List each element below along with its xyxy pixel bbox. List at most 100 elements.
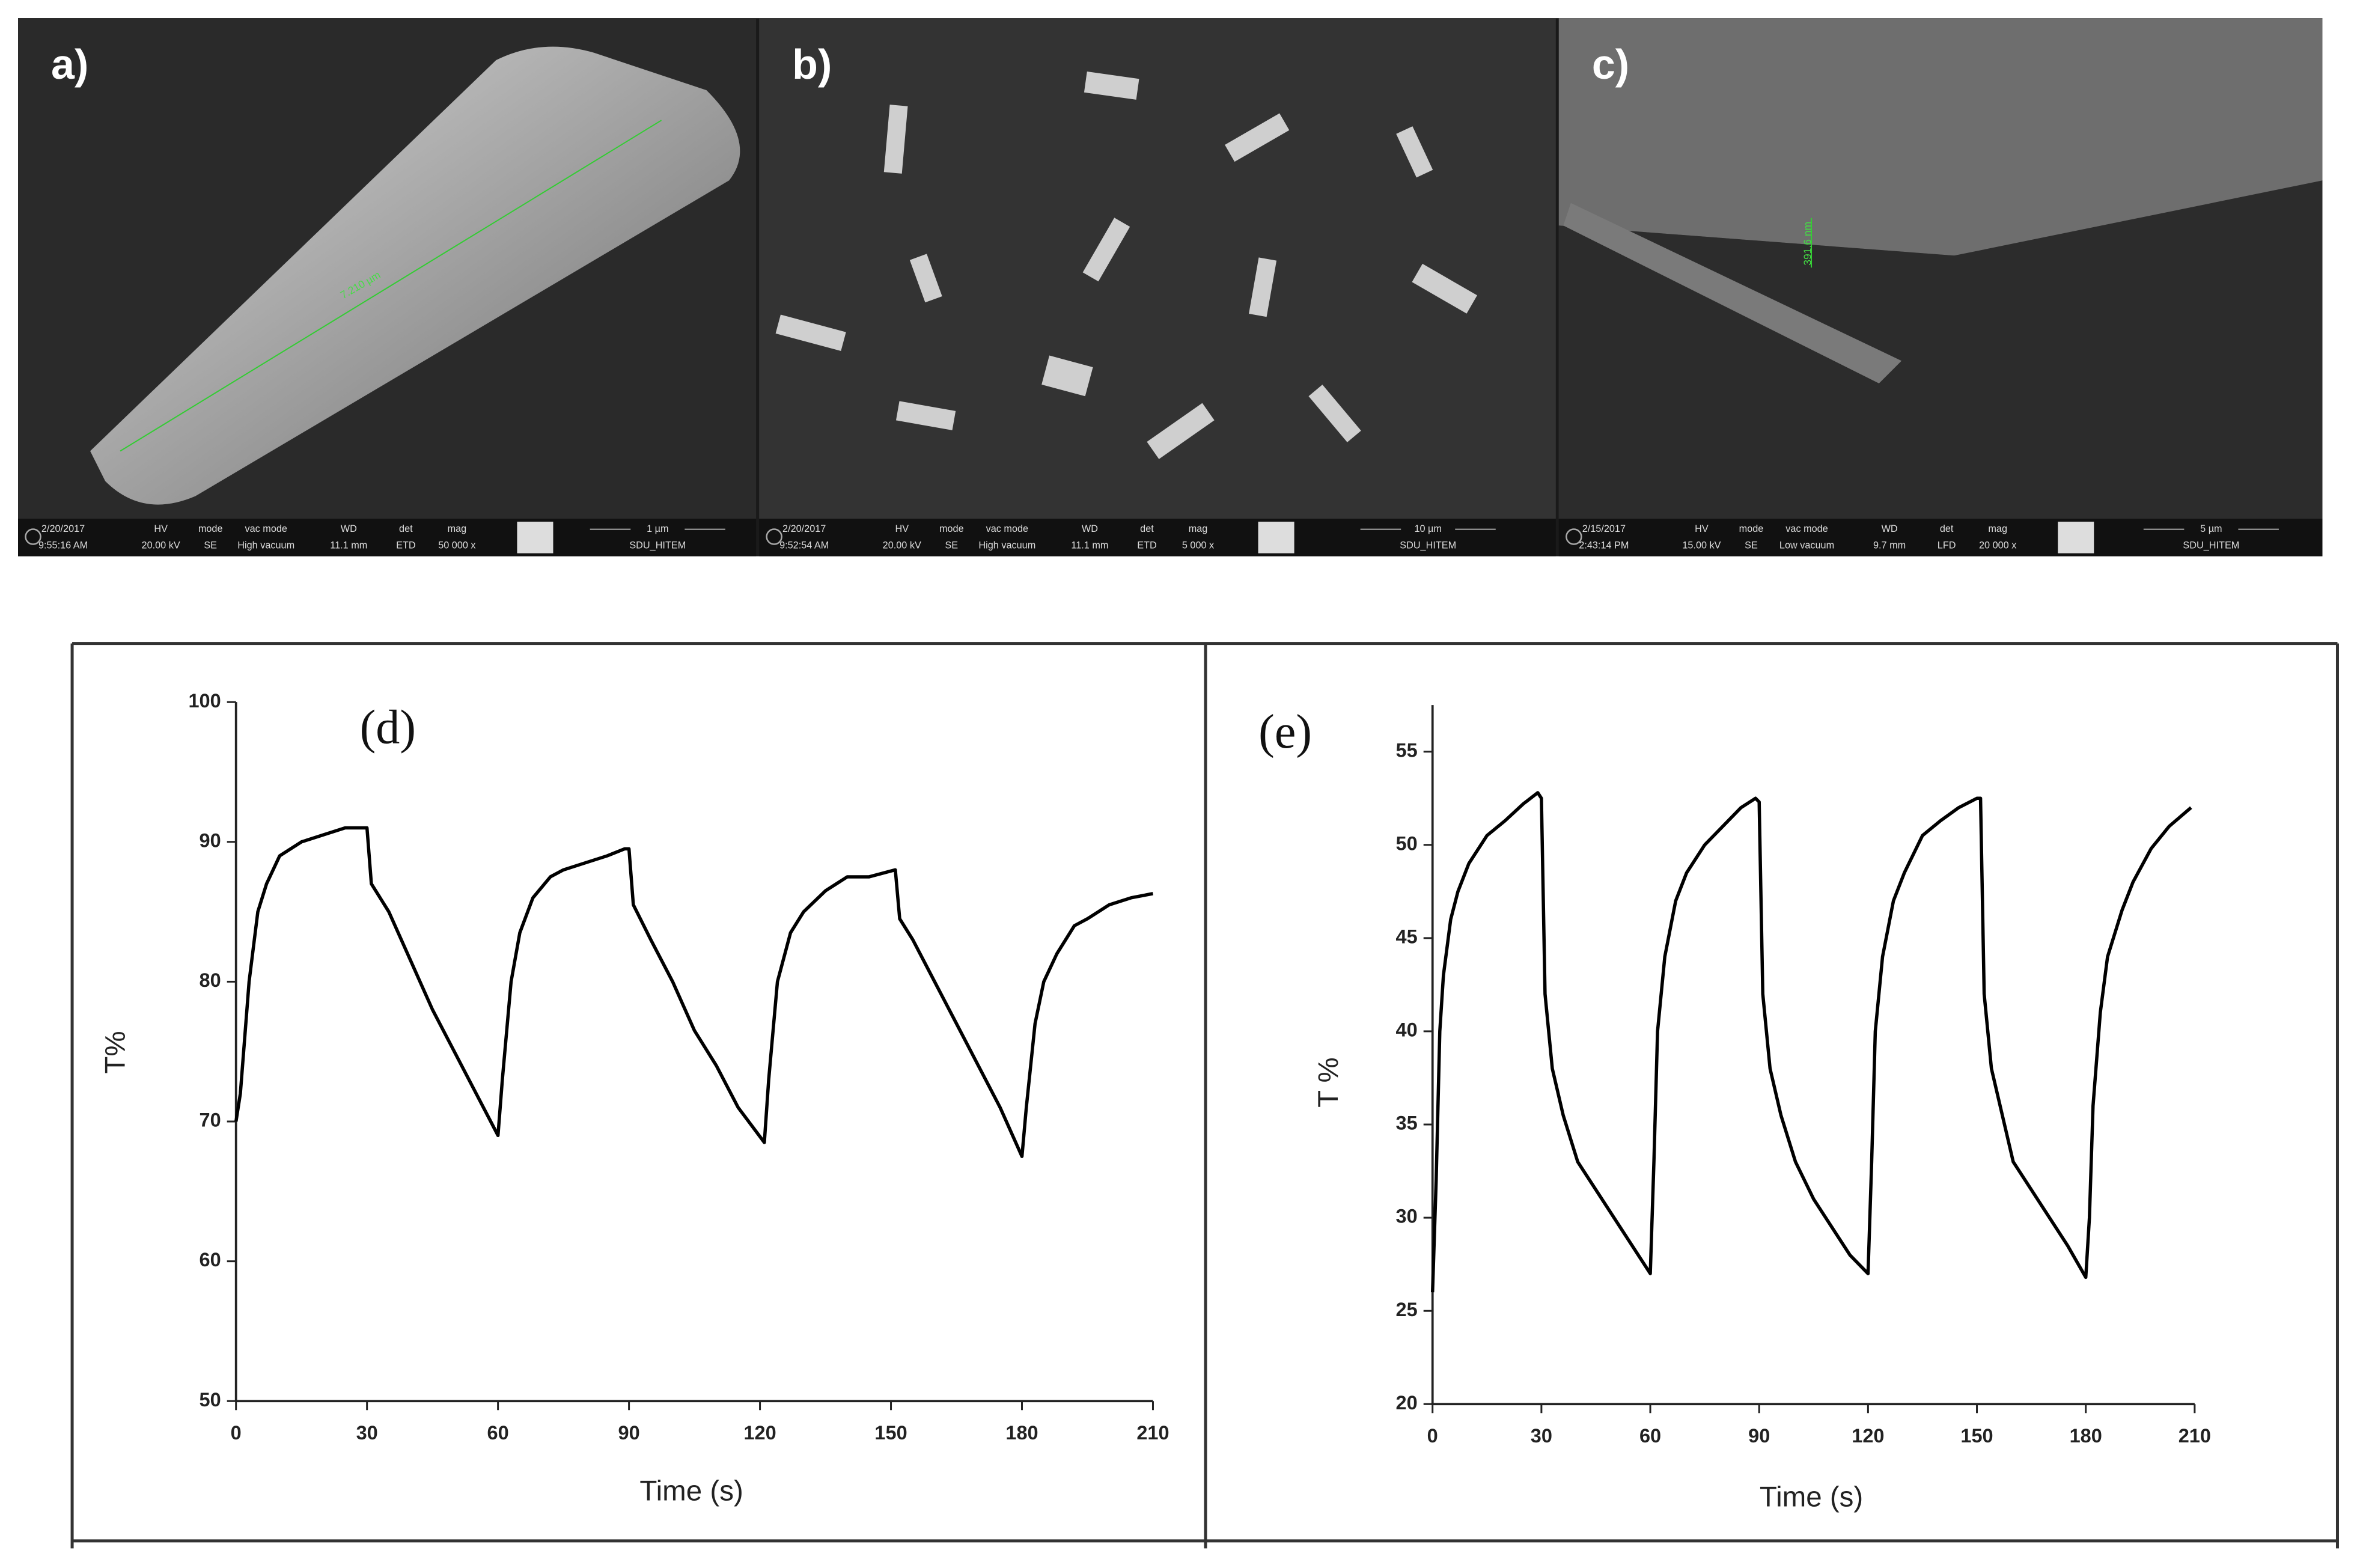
- x-tick-label: 0: [1427, 1425, 1438, 1447]
- databar-top: HV: [154, 523, 168, 534]
- databar-bottom: 5 000 x: [1182, 540, 1214, 551]
- lab-name: SDU_HITEM: [629, 540, 686, 551]
- databar-bottom: Low vacuum: [1779, 540, 1834, 551]
- scale-bar-label: 5 µm: [2200, 523, 2222, 534]
- y-tick-label: 90: [200, 829, 221, 851]
- databar-top: WD: [1082, 523, 1098, 534]
- shadow: [1558, 180, 2323, 519]
- x-tick-label: 30: [356, 1422, 378, 1444]
- y-tick-label: 55: [1396, 739, 1418, 761]
- emblem: [2058, 522, 2094, 554]
- y-tick-label: 35: [1396, 1112, 1418, 1134]
- logo: [1566, 528, 1582, 545]
- y-tick-label: 20: [1396, 1392, 1418, 1414]
- databar-bottom: SE: [204, 540, 217, 551]
- databar-bottom: 9:55:16 AM: [38, 540, 88, 551]
- databar-top: mode: [1739, 523, 1764, 534]
- y-axis-label: T%: [100, 1031, 132, 1073]
- y-tick-label: 80: [200, 969, 221, 991]
- emblem: [1258, 522, 1294, 554]
- databar-top: mode: [939, 523, 964, 534]
- databar-top: 2/20/2017: [782, 523, 826, 534]
- databar-top: WD: [1882, 523, 1898, 534]
- databar-top: mag: [448, 523, 467, 534]
- databar-bottom: ETD: [396, 540, 416, 551]
- databar-bottom: ETD: [1137, 540, 1157, 551]
- panel-label: a): [51, 41, 88, 88]
- databar-top: HV: [895, 523, 909, 534]
- rod: [90, 46, 740, 505]
- flake: [1563, 203, 1902, 383]
- x-tick-label: 120: [1852, 1425, 1884, 1447]
- databar-top: det: [1940, 523, 1954, 534]
- chart: 20 25 30 35 40 45 50 55 0 30 60 90 120 150 180 210 (e) T …: [1258, 705, 2211, 1513]
- y-tick-label: 25: [1396, 1299, 1418, 1320]
- panel-label: (e): [1258, 706, 1312, 758]
- databar-top: mode: [198, 523, 223, 534]
- databar-bottom: 15.00 kV: [1682, 540, 1721, 551]
- x-tick-label: 0: [231, 1422, 242, 1444]
- databar-top: 2/15/2017: [1582, 523, 1626, 534]
- databar-bottom: 20.00 kV: [142, 540, 180, 551]
- x-tick-label: 60: [487, 1422, 509, 1444]
- databar-bottom: SE: [945, 540, 958, 551]
- databar-bottom: 50 000 x: [438, 540, 475, 551]
- databar-bottom: 2:43:14 PM: [1579, 540, 1629, 551]
- databar-top: mag: [1988, 523, 2007, 534]
- measurement-label: 391.6 nm: [1802, 222, 1814, 266]
- databar-top: HV: [1695, 523, 1709, 534]
- x-tick-label: 150: [874, 1422, 907, 1444]
- databar-top: det: [1140, 523, 1154, 534]
- panel-label: b): [792, 41, 832, 88]
- x-tick-label: 180: [2070, 1425, 2102, 1447]
- data-line: [1430, 791, 2192, 1293]
- logo: [766, 528, 782, 545]
- databar: [18, 519, 757, 557]
- measure-line: [120, 120, 662, 452]
- panel-label: c): [1592, 41, 1629, 88]
- emblem: [517, 522, 553, 554]
- chart-frame: [70, 642, 2339, 1549]
- x-tick-label: 90: [618, 1422, 640, 1444]
- databar-top: det: [399, 523, 413, 534]
- databar-top: vac mode: [1785, 523, 1828, 534]
- databar-bottom: SE: [1745, 540, 1758, 551]
- databar-top: vac mode: [986, 523, 1028, 534]
- x-tick-label: 30: [1531, 1425, 1552, 1447]
- databar-top: vac mode: [245, 523, 287, 534]
- y-axis-label: T %: [1313, 1057, 1344, 1108]
- databar-bottom: LFD: [1938, 540, 1956, 551]
- databar-bottom: High vacuum: [978, 540, 1035, 551]
- databar-top: WD: [341, 523, 357, 534]
- chart: 50 60 70 80 90 100 0 30 60 90 120 150 180 210 (d) T% Tim…: [100, 690, 1169, 1507]
- scale-bar-label: 10 µm: [1414, 523, 1442, 534]
- lab-name: SDU_HITEM: [1400, 540, 1456, 551]
- databar: [1558, 519, 2323, 557]
- y-tick-label: 50: [200, 1389, 221, 1411]
- x-tick-label: 210: [1136, 1422, 1169, 1444]
- x-tick-label: 180: [1005, 1422, 1038, 1444]
- databar-bottom: 9.7 mm: [1873, 540, 1906, 551]
- x-tick-label: 150: [1960, 1425, 1993, 1447]
- y-tick-label: 30: [1396, 1206, 1418, 1227]
- x-axis-label: Time (s): [639, 1475, 743, 1507]
- scale-bar-label: 1 µm: [647, 523, 668, 534]
- y-tick-label: 70: [200, 1109, 221, 1131]
- data-line: [234, 826, 1153, 1158]
- y-tick-label: 45: [1396, 926, 1418, 947]
- x-tick-label: 210: [2179, 1425, 2211, 1447]
- databar-bottom: 11.1 mm: [330, 540, 367, 551]
- panel-label: (d): [360, 701, 416, 754]
- databar-bottom: 11.1 mm: [1071, 540, 1108, 551]
- y-tick-label: 50: [1396, 832, 1418, 854]
- databar-top: mag: [1189, 523, 1208, 534]
- databar-bottom: 20.00 kV: [883, 540, 921, 551]
- y-tick-label: 60: [200, 1249, 221, 1271]
- databar: [759, 519, 1556, 557]
- databar-top: 2/20/2017: [41, 523, 85, 534]
- databar-bottom: High vacuum: [237, 540, 294, 551]
- y-tick-label: 40: [1396, 1019, 1418, 1041]
- lab-name: SDU_HITEM: [2183, 540, 2239, 551]
